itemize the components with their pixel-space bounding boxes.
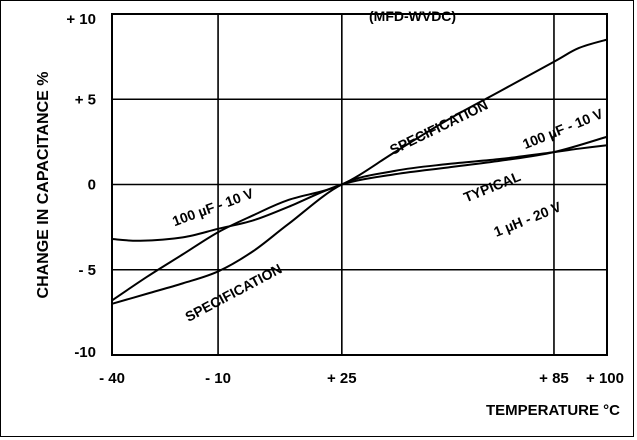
y-tick-label-3: - 5 [78,262,96,279]
x-axis-label: TEMPERATURE °C [486,402,620,419]
annotation-group: (MFD-WVDC)SPECIFICATION 100 µF - 10 V100 … [170,8,606,325]
x-tick-label-0: - 40 [99,370,125,387]
y-tick-label-2: 0 [88,177,96,194]
annotation-1: SPECIFICATION [387,96,490,157]
y-tick-label-4: -10 [74,344,96,361]
plot-area [111,13,608,356]
x-tick-label-4: + 100 [586,370,624,387]
x-tick-label-2: + 25 [327,370,357,387]
annotation-5: 1 µH - 20 V [491,198,564,240]
annotation-4: TYPICAL [461,168,523,205]
grid-lines [112,14,607,355]
annotation-0: (MFD-WVDC) [369,8,456,24]
series-line-2 [111,135,608,242]
tick-label-group: - 40 - 10 + 25 + 85 + 100 + 10 + 5 0 - 5 -10 [66,11,624,387]
x-tick-label-1: - 10 [205,370,231,387]
y-tick-label-0: + 10 [66,11,96,28]
x-tick-label-3: + 85 [539,370,569,387]
y-axis-label: CHANGE IN CAPACITANCE % [35,72,52,299]
annotation-2: 100 µF - 10 V [520,105,606,152]
y-tick-label-1: + 5 [75,91,96,108]
series-line-0 [111,38,608,302]
series-group [111,38,608,305]
